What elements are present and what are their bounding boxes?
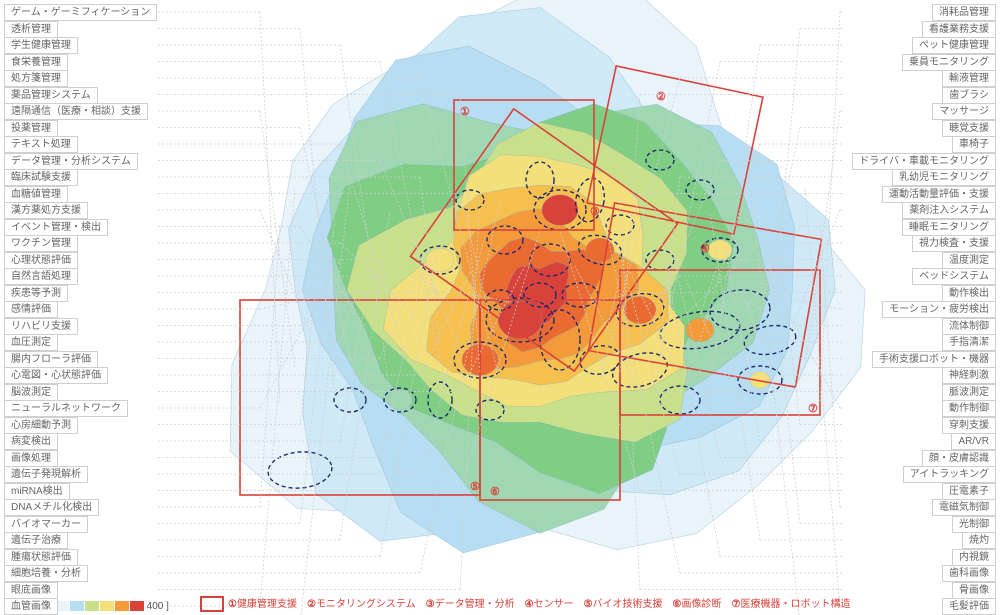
category-label: ゲーム・ゲーミフィケーション — [4, 4, 157, 21]
category-label: 学生健康管理 — [4, 37, 78, 54]
category-label: 薬剤注入システム — [902, 202, 996, 219]
svg-text:⑥: ⑥ — [490, 486, 500, 498]
category-label: 遺伝子発現解析 — [4, 466, 88, 483]
legend-category: ③データ管理・分析 — [426, 599, 525, 610]
category-label: 顔・皮膚認識 — [922, 450, 996, 467]
svg-text:④: ④ — [700, 243, 710, 255]
category-label: 消耗品管理 — [932, 4, 996, 21]
category-label: イベント管理・検出 — [4, 219, 108, 236]
category-label: DNAメチル化検出 — [4, 499, 99, 516]
category-label: ベッドシステム — [912, 268, 996, 285]
category-label: 看護業務支援 — [922, 21, 996, 38]
category-legend: ①健康管理支援 ②モニタリングシステム ③データ管理・分析 ④センサー ⑤バイオ… — [200, 595, 996, 612]
scale-swatch — [100, 601, 114, 611]
svg-text:②: ② — [656, 91, 666, 103]
category-label: 透析管理 — [4, 21, 58, 38]
category-label: 穿刺支援 — [942, 417, 996, 434]
category-label: 血管画像 — [4, 598, 58, 615]
category-label: リハビリ支援 — [4, 318, 78, 335]
category-label: 車椅子 — [952, 136, 996, 153]
category-label: 乳幼児モニタリング — [892, 169, 996, 186]
legend-redbox — [200, 596, 224, 612]
category-label: 心理状態評価 — [4, 252, 78, 269]
category-label: 歯ブラシ — [942, 87, 996, 104]
category-label: ワクチン管理 — [4, 235, 78, 252]
category-label: データ管理・分析システム — [4, 153, 138, 170]
category-label: テキスト処理 — [4, 136, 78, 153]
category-label: 運動活動量評価・支援 — [882, 186, 996, 203]
category-label: 神経刺激 — [942, 367, 996, 384]
category-label: バイオマーカー — [4, 516, 88, 533]
scale-swatch — [85, 601, 99, 611]
category-label: 内視鏡 — [952, 549, 996, 566]
svg-text:⑤: ⑤ — [470, 481, 480, 493]
category-label: 手術支援ロボット・機器 — [872, 351, 996, 368]
category-label: 動作制御 — [942, 400, 996, 417]
category-label: 感情評価 — [4, 301, 58, 318]
legend-category: ①健康管理支援 — [228, 599, 307, 610]
legend-category: ⑦医療機器・ロボット構造 — [732, 599, 861, 610]
category-label: 漢方薬処方支援 — [4, 202, 88, 219]
category-label: 歯科画像 — [942, 565, 996, 582]
category-label: 投薬管理 — [4, 120, 58, 137]
category-label: モーション・疲労検出 — [882, 301, 996, 318]
color-scale-legend: [ 0 400 ] — [40, 601, 169, 612]
category-label: AR/VR — [951, 433, 996, 450]
legend-category: ⑤バイオ技術支援 — [584, 599, 673, 610]
category-label: 血圧測定 — [4, 334, 58, 351]
category-label: 病変検出 — [4, 433, 58, 450]
category-label: 毛髪評価 — [942, 598, 996, 615]
heatmap-svg: ①②③④⑤⑥⑦ — [0, 0, 1000, 615]
category-label: 心房細動予測 — [4, 417, 78, 434]
legend-category: ④センサー — [525, 599, 584, 610]
category-label: 脈波測定 — [942, 384, 996, 401]
category-label: 電磁気制御 — [932, 499, 996, 516]
category-label: 自然言語処理 — [4, 268, 78, 285]
category-label: 細胞培養・分析 — [4, 565, 88, 582]
category-label: 遠隔通信（医療・相談）支援 — [4, 103, 148, 120]
category-label: 疾患等予測 — [4, 285, 68, 302]
category-label: 処方箋管理 — [4, 70, 68, 87]
category-label: 動作検出 — [942, 285, 996, 302]
category-label: マッサージ — [932, 103, 996, 120]
category-label: 手指清潔 — [942, 334, 996, 351]
category-label: 眼底画像 — [4, 582, 58, 599]
category-label: 脳波測定 — [4, 384, 58, 401]
scale-swatch — [130, 601, 144, 611]
scale-swatch — [115, 601, 129, 611]
category-label: 焼灼 — [962, 532, 996, 549]
category-label: 圧電素子 — [942, 483, 996, 500]
category-label: 腫瘍状態評価 — [4, 549, 78, 566]
category-label: アイトラッキング — [903, 466, 996, 483]
category-label: 視力検査・支援 — [912, 235, 996, 252]
category-label: 流体制御 — [942, 318, 996, 335]
category-label: 画像処理 — [4, 450, 58, 467]
category-label: 聴覚支援 — [942, 120, 996, 137]
category-label: 温度測定 — [942, 252, 996, 269]
category-label: 骨画像 — [952, 582, 996, 599]
category-label: 食栄養管理 — [4, 54, 68, 71]
legend-category: ②モニタリングシステム — [307, 599, 426, 610]
category-label: 輸液管理 — [942, 70, 996, 87]
category-label: ドライバ・車載モニタリング — [852, 153, 996, 170]
category-label: 遺伝子治療 — [4, 532, 68, 549]
category-label: 乗員モニタリング — [902, 54, 996, 71]
svg-text:⑦: ⑦ — [808, 403, 818, 415]
svg-text:③: ③ — [590, 206, 600, 218]
category-label: 薬品管理システム — [4, 87, 98, 104]
patent-map-figure: ①②③④⑤⑥⑦ [ 0 400 ] ①健康管理支援 ②モニタリングシステム ③デ… — [0, 0, 1000, 615]
category-label: 臨床試験支援 — [4, 169, 78, 186]
category-label: 血糖値管理 — [4, 186, 68, 203]
category-label: ニューラルネットワーク — [4, 400, 128, 417]
scale-swatch — [70, 601, 84, 611]
category-label: 腸内フローラ評価 — [4, 351, 98, 368]
category-label: 心電図・心状態評価 — [4, 367, 108, 384]
category-label: 睡眠モニタリング — [902, 219, 996, 236]
legend-category: ⑥画像診断 — [673, 599, 732, 610]
category-label: 光制御 — [952, 516, 996, 533]
category-label: miRNA検出 — [4, 483, 70, 500]
category-label: ペット健康管理 — [912, 37, 996, 54]
